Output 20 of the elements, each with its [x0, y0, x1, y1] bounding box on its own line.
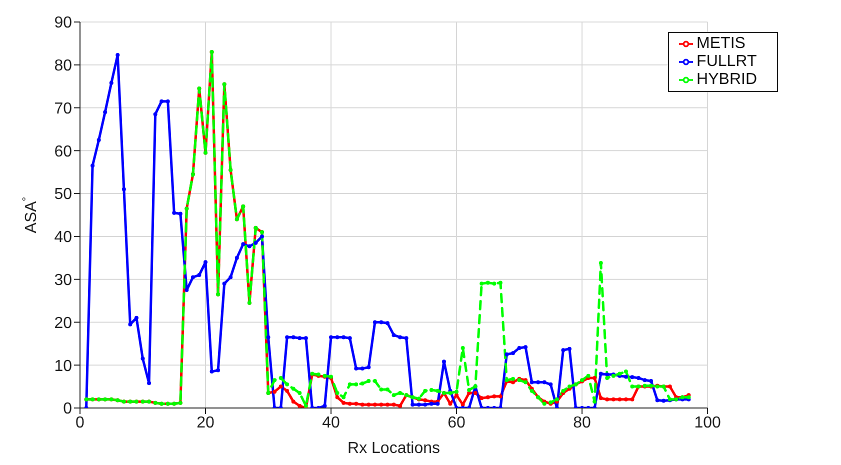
- x-tick-label: 40: [322, 414, 340, 432]
- legend-label: METIS: [696, 35, 746, 52]
- x-tick-label: 100: [694, 414, 721, 432]
- y-tick-label: 40: [54, 229, 72, 246]
- x-tick-label: 60: [448, 414, 466, 432]
- legend-label: HYBRID: [696, 71, 757, 88]
- y-tick-label: 0: [63, 400, 72, 418]
- x-axis-title: Rx Locations: [348, 440, 440, 457]
- y-tick-label: 20: [54, 314, 72, 332]
- y-tick-label: 50: [54, 186, 72, 204]
- x-tick-label: 0: [76, 414, 85, 432]
- y-tick-label: 70: [54, 100, 72, 118]
- y-tick-label: 10: [54, 358, 72, 375]
- x-tick-label: 80: [573, 414, 592, 432]
- legend-label: FULLRT: [696, 53, 757, 70]
- y-tick-label: 90: [54, 14, 72, 32]
- y-tick-label: 30: [54, 272, 72, 290]
- x-tick-label: 20: [196, 414, 215, 432]
- y-tick-label: 80: [54, 58, 72, 75]
- y-tick-label: 60: [54, 143, 72, 160]
